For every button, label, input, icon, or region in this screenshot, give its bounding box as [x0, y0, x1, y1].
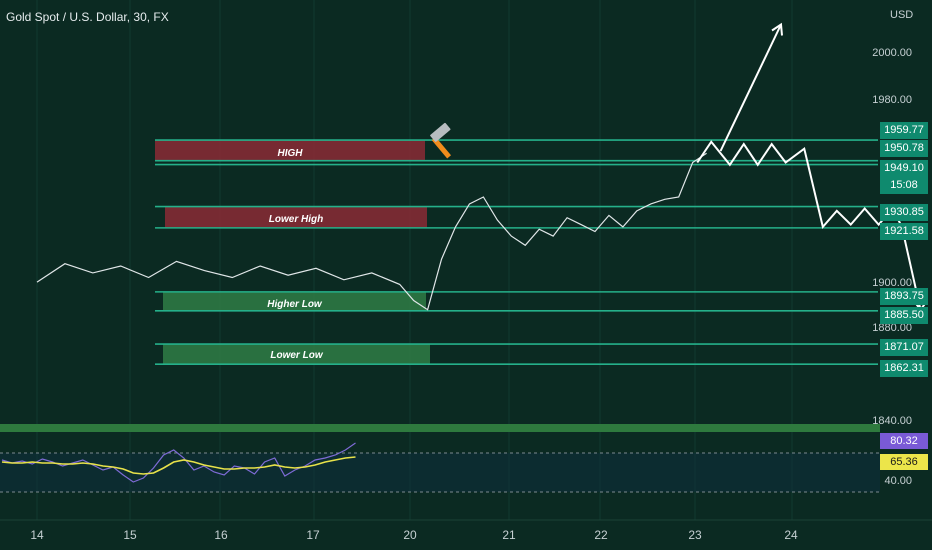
rsi-level-label: 40.00 [884, 475, 912, 487]
bull-arrow-line [719, 24, 782, 152]
zone-2 [163, 291, 426, 311]
zone-label-lower-low: Lower Low [270, 350, 323, 361]
price-badge-level: 1930.85 [880, 204, 928, 221]
x-tick-label: 14 [30, 528, 44, 542]
price-badge-level: 1885.50 [880, 307, 928, 324]
price-badge-level: 1871.07 [880, 339, 928, 356]
price-badge-level: 1959.77 [880, 122, 928, 139]
rsi-ma-badge: 65.36 [880, 454, 928, 470]
price-badge-level: 1893.75 [880, 288, 928, 305]
price-badge-level: 1921.58 [880, 223, 928, 240]
hammer-icon [430, 122, 452, 159]
pane-separator [0, 424, 880, 432]
x-tick-label: 15 [123, 528, 137, 542]
x-tick-label: 24 [784, 528, 798, 542]
zone-label-lower-high: Lower High [268, 214, 324, 225]
x-tick-label: 16 [214, 528, 228, 542]
currency-label: USD [890, 9, 914, 21]
zone-0 [155, 140, 425, 161]
symbol-title: Gold Spot / U.S. Dollar, 30, FX [6, 10, 169, 24]
y-tick-label: 1980.00 [872, 94, 912, 106]
zone-label-higher-low: Higher Low [267, 299, 322, 310]
price-badge-level: 1950.78 [880, 140, 928, 157]
y-tick-label: 2000.00 [872, 47, 912, 59]
bull-arrow-head [771, 22, 783, 36]
price-series [36, 152, 707, 311]
x-tick-label: 21 [502, 528, 516, 542]
x-tick-label: 20 [403, 528, 417, 542]
y-tick-label: 1840.00 [872, 415, 912, 427]
y-tick-label: 1900.00 [872, 277, 912, 289]
countdown-badge: 15:08 [880, 177, 928, 194]
zone-3 [163, 344, 430, 365]
y-tick-label: 1880.00 [872, 322, 912, 334]
x-tick-label: 17 [306, 528, 320, 542]
rsi-band [0, 453, 880, 492]
price-badge-level: 1862.31 [880, 360, 928, 377]
rsi-value-badge: 80.32 [880, 433, 928, 449]
rsi-ma-line [1, 456, 356, 475]
rsi-line [1, 442, 356, 483]
zone-1 [165, 206, 427, 228]
price-badge-level: 1949.10 [880, 160, 928, 177]
x-tick-label: 23 [688, 528, 702, 542]
x-tick-label: 22 [594, 528, 608, 542]
zone-label-high: HIGH [277, 148, 303, 159]
